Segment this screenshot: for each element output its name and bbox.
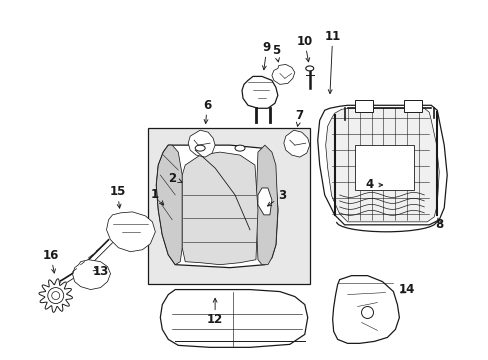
Polygon shape <box>325 108 438 222</box>
Text: 16: 16 <box>42 249 59 262</box>
Text: 14: 14 <box>398 283 415 296</box>
Polygon shape <box>182 152 258 265</box>
Bar <box>148 128 309 284</box>
Polygon shape <box>188 130 215 157</box>
Text: 7: 7 <box>295 109 303 122</box>
Text: 8: 8 <box>434 218 443 231</box>
Polygon shape <box>156 145 182 265</box>
Polygon shape <box>106 212 155 252</box>
Text: 12: 12 <box>206 313 223 326</box>
Bar <box>404 100 422 112</box>
Text: 4: 4 <box>365 179 373 192</box>
Text: 15: 15 <box>109 185 125 198</box>
Polygon shape <box>258 188 271 215</box>
Text: 10: 10 <box>296 35 312 48</box>
Polygon shape <box>255 145 277 265</box>
Circle shape <box>361 306 373 319</box>
Polygon shape <box>160 289 307 347</box>
Polygon shape <box>271 64 294 84</box>
Text: 6: 6 <box>203 99 211 112</box>
Text: 1: 1 <box>150 188 158 202</box>
Circle shape <box>52 292 60 300</box>
Polygon shape <box>156 145 277 268</box>
Text: 11: 11 <box>324 30 340 43</box>
Polygon shape <box>73 260 110 289</box>
Circle shape <box>48 288 63 303</box>
Ellipse shape <box>195 145 205 151</box>
Ellipse shape <box>305 66 313 71</box>
Ellipse shape <box>235 145 244 151</box>
Bar <box>354 145 413 190</box>
Text: 13: 13 <box>92 265 108 278</box>
Text: 3: 3 <box>277 189 285 202</box>
Text: 2: 2 <box>168 171 176 185</box>
Text: 9: 9 <box>262 41 270 54</box>
Polygon shape <box>242 76 277 108</box>
Polygon shape <box>332 276 399 343</box>
Bar <box>354 100 372 112</box>
Polygon shape <box>39 279 72 312</box>
Polygon shape <box>317 105 447 225</box>
Text: 5: 5 <box>271 44 280 57</box>
Polygon shape <box>283 130 309 157</box>
